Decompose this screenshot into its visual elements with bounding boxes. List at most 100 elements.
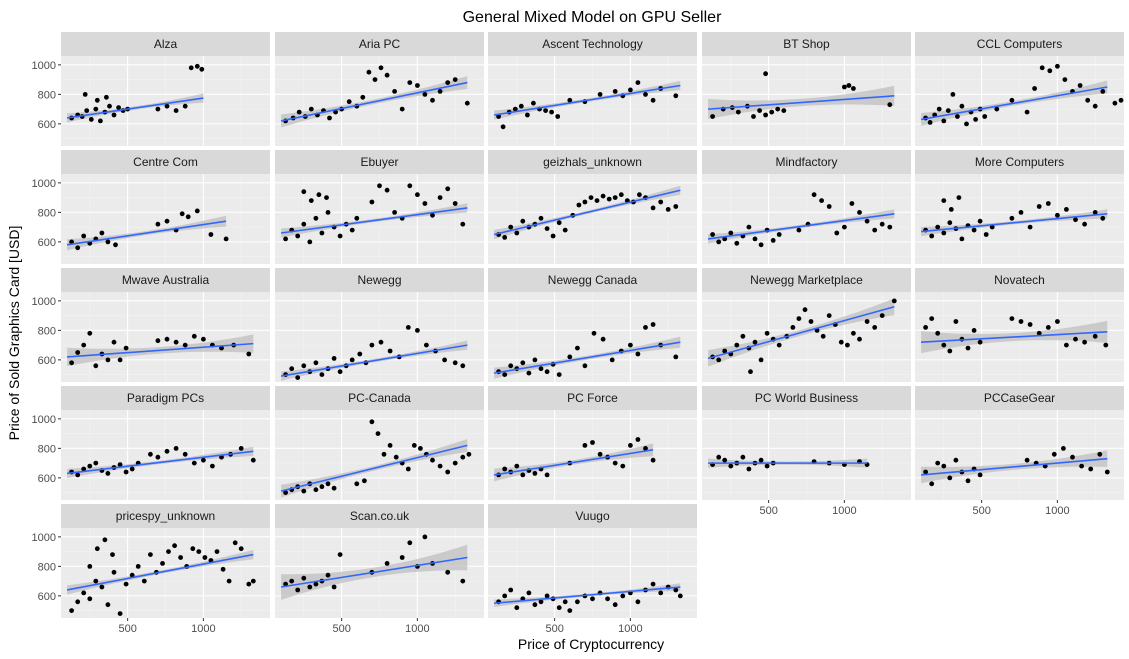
data-point: [1082, 221, 1087, 227]
facet-strip: [61, 150, 270, 174]
data-point: [502, 593, 508, 599]
data-point: [929, 481, 935, 487]
data-point: [879, 313, 885, 318]
fit-line: [493, 341, 681, 374]
data-point: [618, 192, 624, 198]
data-point: [1103, 342, 1109, 348]
data-point: [250, 578, 256, 584]
data-point: [514, 605, 520, 611]
data-point: [973, 117, 978, 122]
data-point: [1018, 319, 1024, 324]
fit-line: [493, 84, 681, 116]
facet-strip-label: More Computers: [975, 155, 1064, 169]
data-point: [164, 218, 170, 224]
data-point: [327, 115, 332, 121]
data-point: [950, 92, 956, 97]
facet-strip: [61, 386, 270, 410]
data-point: [354, 481, 360, 487]
data-point: [819, 198, 824, 204]
data-point: [556, 220, 562, 226]
data-point: [576, 202, 582, 208]
data-point: [1064, 342, 1069, 348]
facet-panel: Newegg: [275, 268, 484, 382]
data-point: [710, 114, 715, 119]
facet-strip: [915, 150, 1124, 174]
data-point: [549, 109, 554, 115]
data-point: [1051, 451, 1057, 457]
facet-panel: Scan.co.uk: [275, 504, 484, 618]
data-point: [307, 584, 313, 590]
facet-strip: [702, 150, 911, 174]
data-point: [864, 319, 870, 324]
data-point: [289, 578, 295, 584]
y-tick-label: 800: [38, 207, 56, 219]
data-point: [191, 460, 197, 466]
data-point: [123, 345, 129, 351]
data-point: [1027, 224, 1033, 230]
data-point: [959, 236, 965, 242]
data-point: [357, 351, 363, 357]
data-point: [295, 375, 301, 380]
chart-title: General Mixed Model on GPU Seller: [463, 9, 722, 26]
fit-line: [280, 344, 468, 377]
x-axis-title: Price of Cryptocurrency: [518, 636, 664, 652]
data-point: [110, 552, 115, 557]
data-point: [349, 227, 355, 233]
y-tick-label: 600: [38, 237, 56, 249]
x-tick-label: 1000: [832, 505, 856, 517]
data-point: [452, 77, 458, 82]
data-point: [1055, 212, 1060, 218]
data-point: [405, 466, 411, 472]
data-point: [722, 457, 728, 463]
fit-line: [707, 213, 895, 240]
facet-strip-label: Mindfactory: [775, 155, 837, 169]
data-point: [764, 330, 770, 336]
data-point: [538, 215, 544, 221]
data-point: [411, 443, 417, 448]
data-point: [301, 488, 307, 494]
data-point: [722, 236, 728, 242]
data-point: [460, 454, 466, 460]
data-point: [965, 478, 971, 484]
data-point: [857, 336, 862, 342]
data-point: [1092, 210, 1098, 215]
data-point: [508, 363, 514, 369]
data-point: [556, 372, 562, 377]
data-point: [182, 342, 188, 348]
data-point: [650, 205, 656, 211]
y-tick-label: 600: [38, 591, 56, 603]
data-point: [445, 80, 451, 85]
data-point: [113, 242, 118, 248]
data-point: [407, 80, 413, 85]
data-point: [948, 207, 954, 212]
data-point: [75, 350, 81, 355]
data-point: [384, 72, 390, 78]
data-point: [1097, 451, 1103, 457]
data-point: [550, 233, 556, 239]
data-point: [93, 578, 99, 584]
data-point: [1064, 207, 1069, 212]
data-point: [324, 195, 329, 201]
data-point: [1100, 215, 1106, 221]
data-point: [887, 102, 893, 108]
facet-strip: [488, 150, 697, 174]
data-point: [964, 121, 969, 127]
data-point: [105, 357, 111, 363]
data-point: [354, 215, 360, 221]
data-point: [811, 192, 817, 198]
data-point: [502, 372, 508, 377]
data-point: [923, 325, 928, 330]
data-point: [514, 230, 520, 236]
data-point: [802, 307, 808, 313]
data-point: [1062, 77, 1068, 82]
x-tick-label: 1000: [1045, 505, 1069, 517]
data-point: [182, 103, 188, 109]
data-point: [1009, 97, 1015, 103]
data-point: [612, 89, 618, 94]
data-point: [512, 106, 518, 112]
data-point: [600, 193, 606, 199]
data-point: [722, 348, 728, 354]
data-point: [941, 118, 947, 124]
data-point: [94, 97, 100, 103]
